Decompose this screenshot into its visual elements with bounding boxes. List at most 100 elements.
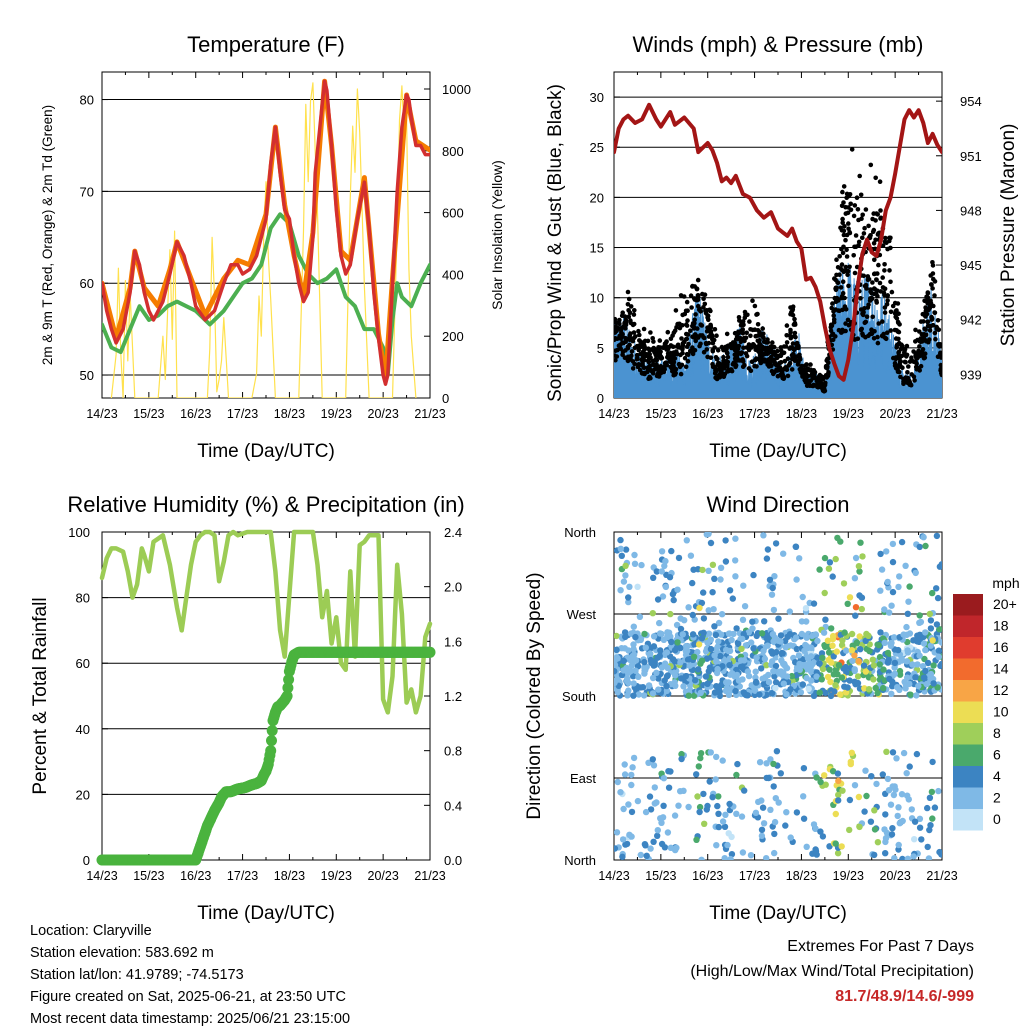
direction-point — [630, 641, 637, 648]
direction-point — [768, 690, 776, 697]
gust-point — [862, 225, 867, 231]
direction-point — [700, 589, 707, 596]
legend-label: 16 — [993, 639, 1009, 655]
gust-point — [839, 203, 845, 209]
direction-point — [760, 647, 767, 655]
direction-point — [614, 646, 620, 654]
direction-point — [761, 655, 769, 663]
gust-point — [841, 228, 847, 234]
gust-point — [650, 358, 656, 364]
direction-point — [831, 688, 838, 695]
gust-point — [874, 211, 879, 216]
direction-point — [771, 573, 778, 580]
direction-point — [813, 673, 820, 680]
direction-point — [882, 835, 890, 842]
gust-point — [717, 366, 723, 372]
direction-point — [628, 781, 635, 789]
gust-point — [632, 361, 637, 367]
gust-point — [897, 359, 903, 364]
gust-point — [828, 328, 834, 334]
gust-point — [851, 253, 856, 258]
chart-title: Wind Direction — [706, 492, 849, 517]
direction-point — [915, 682, 922, 690]
direction-point — [704, 680, 711, 687]
direction-point — [829, 768, 837, 775]
gust-point — [644, 369, 650, 375]
direction-point — [772, 662, 780, 670]
direction-point — [889, 540, 897, 548]
gust-point — [875, 293, 880, 299]
y-tick-label: 40 — [76, 722, 90, 737]
chart-title: Temperature (F) — [187, 32, 345, 57]
direction-point — [614, 689, 621, 696]
direction-point — [770, 668, 777, 675]
direction-point — [701, 820, 708, 827]
gust-point — [928, 300, 934, 306]
direction-point — [714, 665, 721, 673]
y-tick-label: 50 — [80, 368, 94, 383]
direction-point — [677, 659, 684, 666]
gust-point — [888, 279, 893, 285]
direction-point — [859, 553, 866, 560]
direction-point — [927, 822, 934, 829]
direction-point — [617, 536, 624, 544]
gust-point — [708, 323, 713, 328]
direction-point — [671, 647, 679, 654]
gust-point — [636, 362, 641, 367]
direction-point — [825, 649, 833, 656]
direction-point — [770, 783, 777, 790]
direction-point — [625, 679, 632, 686]
direction-point — [732, 557, 739, 564]
direction-point — [825, 565, 833, 572]
direction-point — [758, 826, 766, 833]
direction-point — [898, 657, 906, 664]
direction-point — [707, 749, 714, 756]
y-right-tick-label: 600 — [442, 206, 464, 221]
direction-point — [840, 580, 848, 587]
temp-9m-line — [102, 78, 430, 383]
y-right-tick-label: 945 — [960, 258, 982, 273]
gust-point — [635, 356, 640, 362]
y-tick-label: 70 — [80, 184, 94, 199]
gust-point — [883, 235, 888, 241]
gust-point — [843, 264, 849, 270]
gust-point — [833, 334, 838, 339]
gust-point — [781, 376, 786, 382]
direction-point — [730, 630, 737, 638]
gust-point — [936, 342, 941, 347]
gust-point — [804, 362, 809, 367]
gust-point — [924, 311, 930, 317]
y-tick-label: 20 — [76, 787, 90, 802]
x-tick-label: 14/23 — [598, 869, 629, 883]
gust-point — [848, 201, 853, 207]
direction-point — [929, 758, 936, 766]
gust-point — [614, 354, 620, 359]
direction-point — [910, 853, 917, 860]
direction-point — [934, 684, 941, 691]
gust-point — [775, 373, 781, 379]
gust-point — [934, 324, 939, 330]
direction-point — [799, 681, 806, 688]
gust-point — [903, 359, 908, 365]
gust-point — [724, 358, 729, 364]
rainfall-point — [283, 674, 295, 686]
direction-point — [693, 771, 700, 778]
gust-point — [630, 366, 636, 371]
direction-point — [663, 682, 670, 690]
gust-point — [840, 220, 845, 225]
direction-point — [841, 683, 848, 690]
gust-point — [877, 280, 883, 286]
gust-point — [829, 323, 835, 329]
direction-point — [614, 679, 618, 687]
direction-point — [848, 749, 855, 756]
humidity-line — [99, 529, 433, 715]
direction-point — [827, 678, 834, 686]
gust-point — [860, 311, 865, 317]
direction-point — [880, 666, 887, 673]
direction-point — [867, 818, 875, 825]
direction-point — [663, 687, 671, 694]
gust-point — [701, 334, 706, 340]
gust-point — [876, 321, 881, 326]
gust-point — [835, 280, 840, 285]
direction-point — [928, 788, 936, 796]
